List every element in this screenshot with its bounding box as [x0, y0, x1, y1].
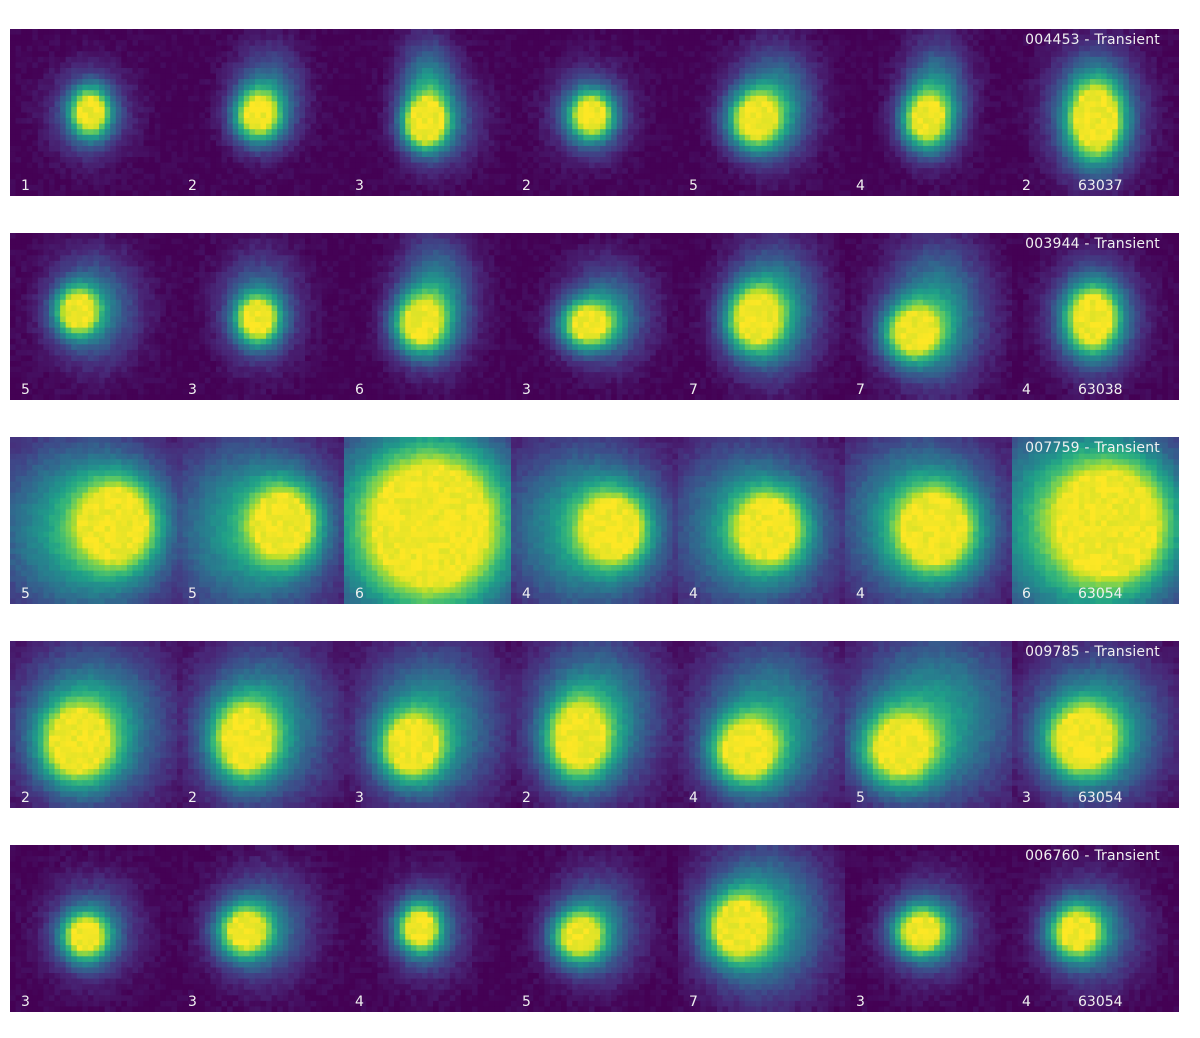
- panel-label: 2: [188, 790, 197, 806]
- panel-label: 2: [1022, 178, 1031, 194]
- transient-row-1: 004453 - Transient 1 2 3 2 5 4 2 63037: [10, 29, 1179, 196]
- row-title: 006760 - Transient: [1025, 848, 1160, 864]
- heatmap-strip-5: [10, 845, 1179, 1012]
- panel-label: 4: [1022, 382, 1031, 398]
- heatmap-strip-1: [10, 29, 1179, 196]
- panel-label: 6: [355, 382, 364, 398]
- row-title: 009785 - Transient: [1025, 644, 1160, 660]
- panel-label: 5: [188, 586, 197, 602]
- panel-label: 3: [355, 790, 364, 806]
- panel-label: 5: [21, 382, 30, 398]
- panel-label: 2: [522, 790, 531, 806]
- panel-label: 7: [689, 382, 698, 398]
- panel-label: 1: [21, 178, 30, 194]
- panel-label: 5: [21, 586, 30, 602]
- panel-label: 6: [355, 586, 364, 602]
- panel-label: 3: [188, 994, 197, 1010]
- panel-label: 2: [188, 178, 197, 194]
- panel-label: 3: [188, 382, 197, 398]
- panel-label: 7: [689, 994, 698, 1010]
- panel-label: 4: [856, 178, 865, 194]
- panel-label: 4: [689, 586, 698, 602]
- panel-label: 3: [1022, 790, 1031, 806]
- row-id: 63038: [1078, 382, 1123, 398]
- panel-label: 2: [21, 790, 30, 806]
- transient-row-2: 003944 - Transient 5 3 6 3 7 7 4 63038: [10, 233, 1179, 400]
- panel-label: 5: [689, 178, 698, 194]
- row-id: 63054: [1078, 790, 1123, 806]
- panel-label: 5: [856, 790, 865, 806]
- heatmap-strip-3: [10, 437, 1179, 604]
- panel-label: 6: [1022, 586, 1031, 602]
- transient-row-5: 006760 - Transient 3 3 4 5 7 3 4 63054: [10, 845, 1179, 1012]
- panel-label: 3: [21, 994, 30, 1010]
- panel-label: 3: [522, 382, 531, 398]
- panel-label: 4: [856, 586, 865, 602]
- row-id: 63037: [1078, 178, 1123, 194]
- row-title: 003944 - Transient: [1025, 236, 1160, 252]
- panel-label: 4: [355, 994, 364, 1010]
- heatmap-strip-2: [10, 233, 1179, 400]
- panel-label: 3: [355, 178, 364, 194]
- row-title: 007759 - Transient: [1025, 440, 1160, 456]
- panel-label: 4: [522, 586, 531, 602]
- panel-label: 2: [522, 178, 531, 194]
- panel-label: 3: [856, 994, 865, 1010]
- panel-label: 4: [1022, 994, 1031, 1010]
- transient-row-3: 007759 - Transient 5 5 6 4 4 4 6 63054: [10, 437, 1179, 604]
- row-id: 63054: [1078, 994, 1123, 1010]
- panel-label: 4: [689, 790, 698, 806]
- heatmap-strip-4: [10, 641, 1179, 808]
- row-id: 63054: [1078, 586, 1123, 602]
- row-title: 004453 - Transient: [1025, 32, 1160, 48]
- panel-label: 5: [522, 994, 531, 1010]
- panel-label: 7: [856, 382, 865, 398]
- transient-row-4: 009785 - Transient 2 2 3 2 4 5 3 63054: [10, 641, 1179, 808]
